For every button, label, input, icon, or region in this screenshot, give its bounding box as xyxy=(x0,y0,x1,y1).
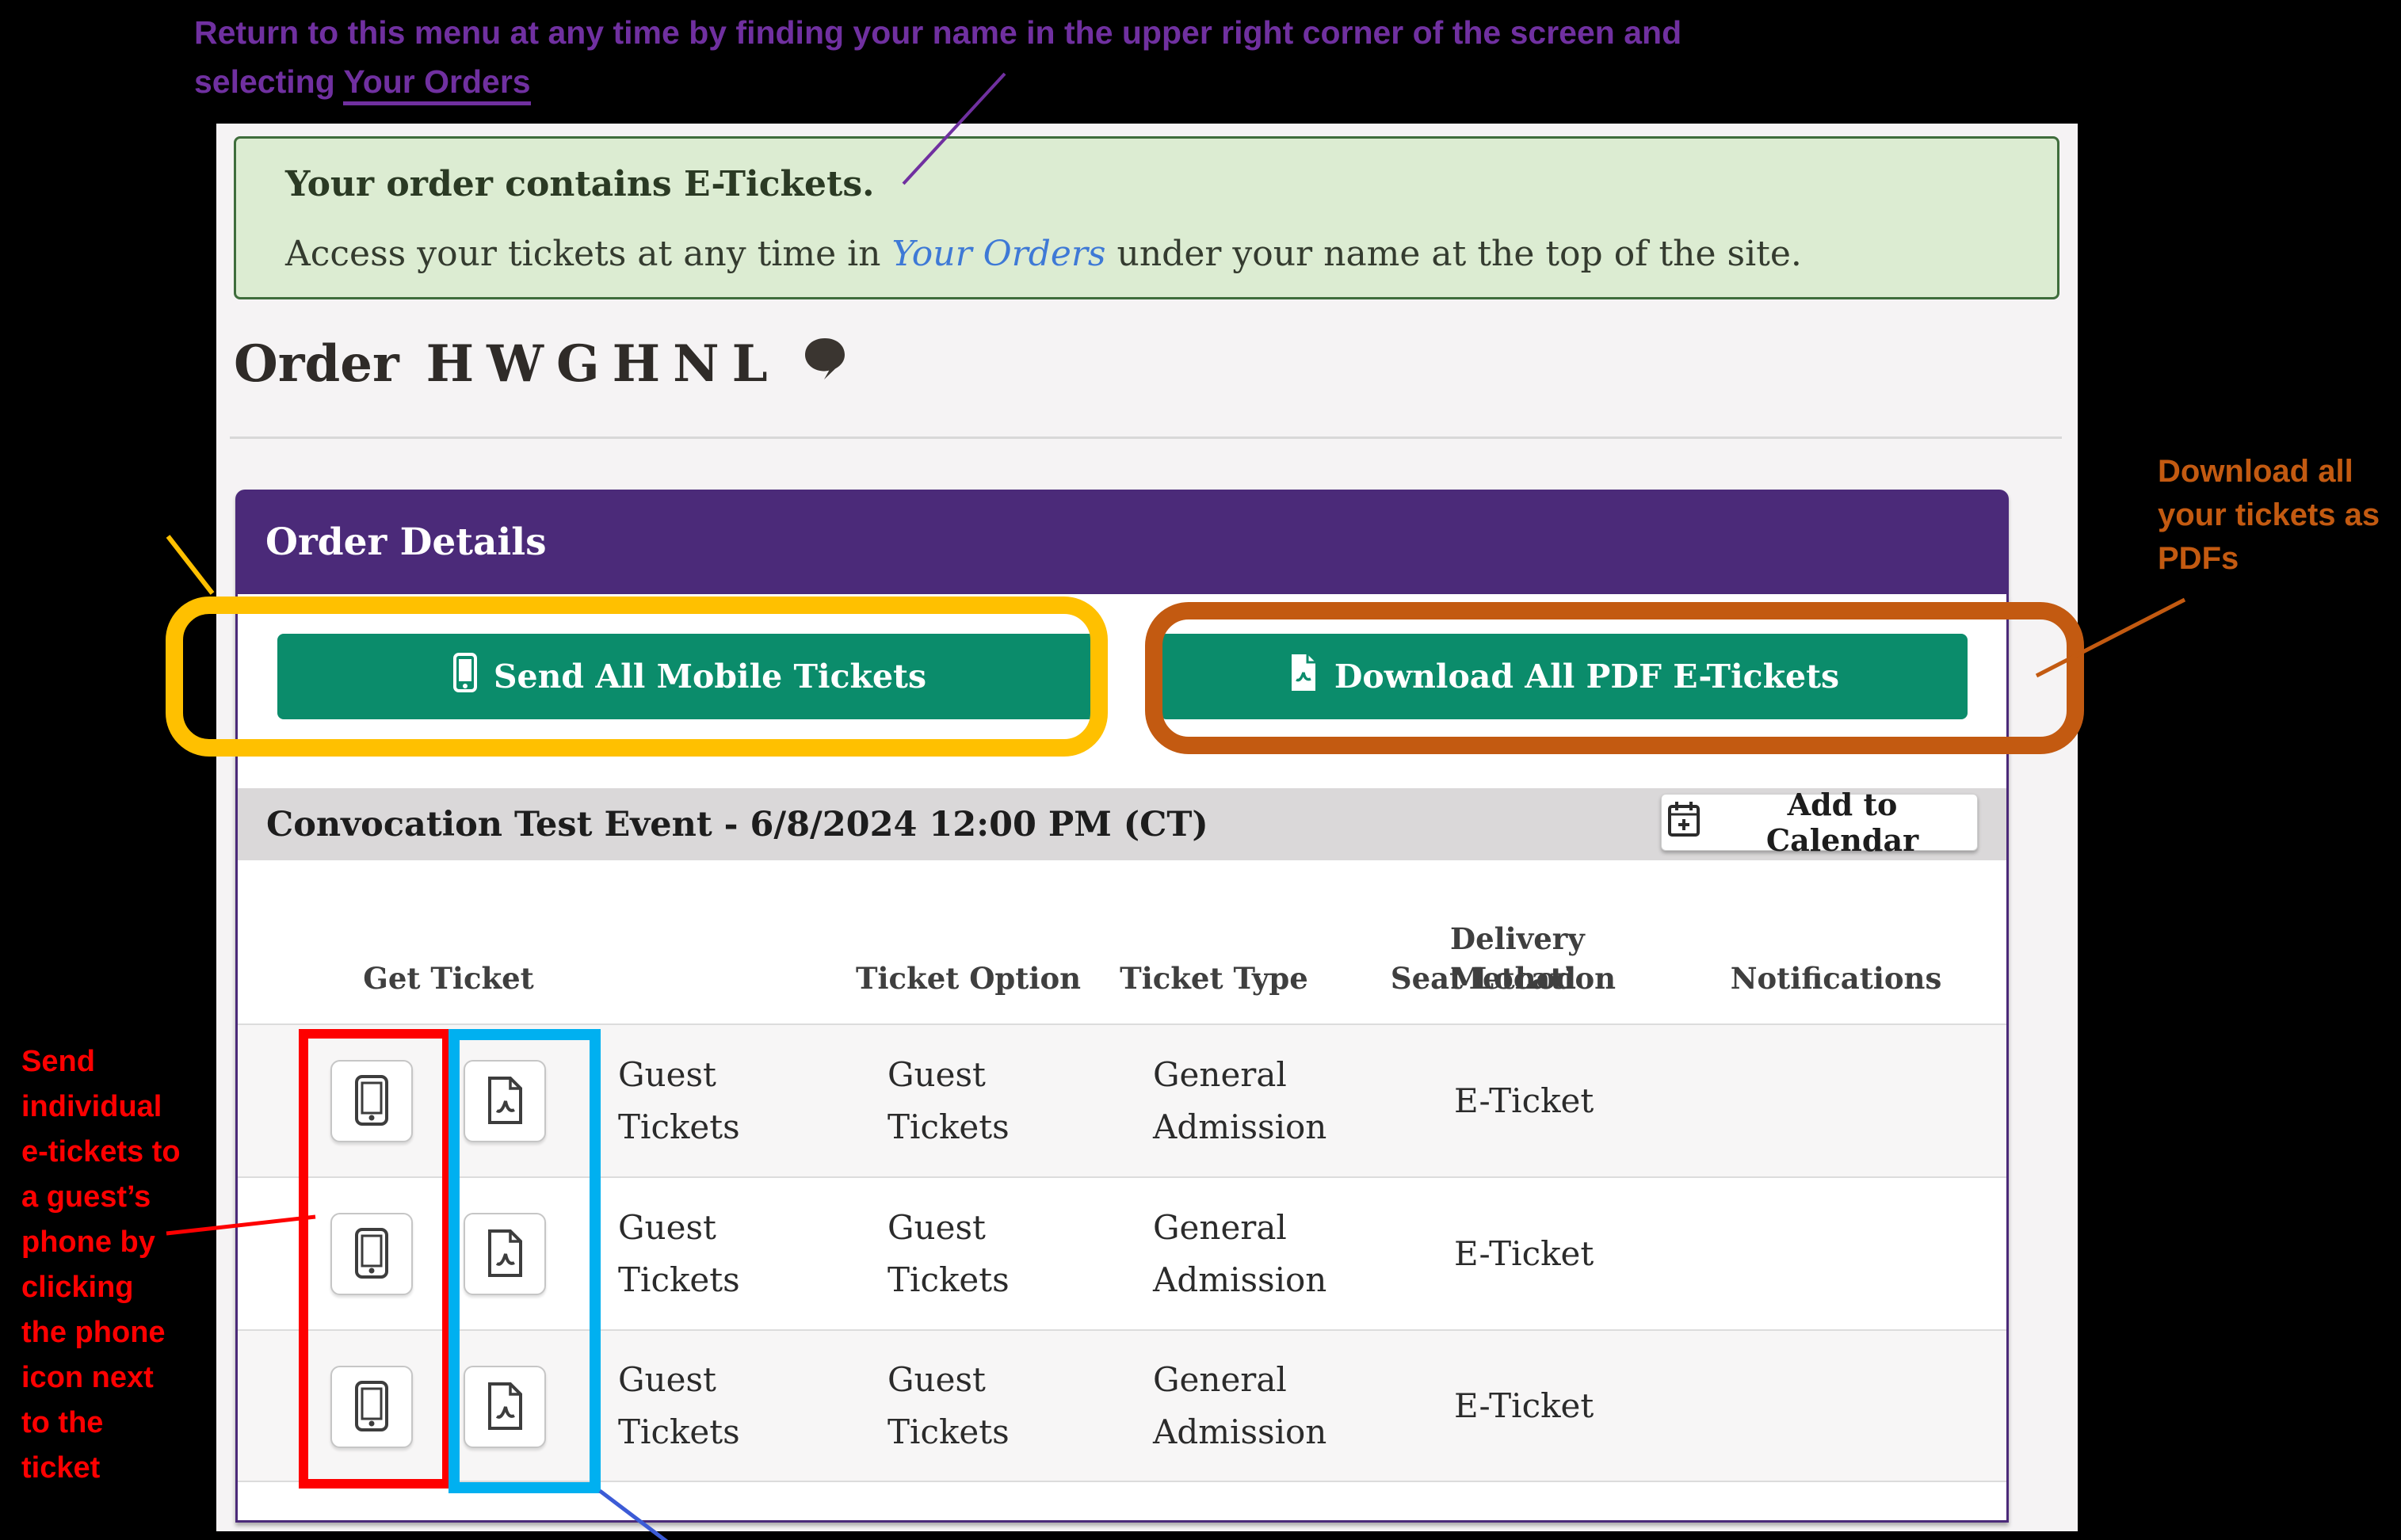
order-details-card: Order Details Send All Mobile Tickets xyxy=(235,490,2009,1523)
cell-notifications xyxy=(1723,1178,1961,1329)
left-note-line: icon next xyxy=(21,1361,154,1394)
eticket-alert-banner: Your order contains E-Tickets. Access yo… xyxy=(234,136,2059,299)
order-details-title: Order Details xyxy=(265,520,547,564)
mobile-phone-icon xyxy=(354,1380,389,1435)
cell-ticket-option: Guest Tickets xyxy=(618,1359,740,1451)
top-annotation-line1: Return to this menu at any time by findi… xyxy=(194,14,1682,51)
send-all-label: Send All Mobile Tickets xyxy=(493,658,927,696)
order-heading: Order HWGHNL xyxy=(234,328,849,399)
right-note-line: PDFs xyxy=(2158,541,2239,576)
download-all-label: Download All PDF E-Tickets xyxy=(1334,658,1840,696)
event-title: Convocation Test Event - 6/8/2024 12:00 … xyxy=(266,804,1208,844)
ticket-row: Guest Tickets Guest Tickets General Admi… xyxy=(238,1329,2006,1482)
speech-bubble-icon[interactable] xyxy=(801,334,849,394)
yellow-highlight-box xyxy=(166,597,1108,757)
cell-seat-location: General Admission xyxy=(1153,1359,1327,1451)
add-to-calendar-button[interactable]: Add to Calendar xyxy=(1661,787,1978,858)
section-divider xyxy=(230,436,2062,439)
column-header-notifications: Notifications xyxy=(1730,961,1942,996)
cell-seat-location: General Admission xyxy=(1153,1054,1327,1146)
right-annotation-note: Download all your tickets as PDFs xyxy=(2158,450,2395,581)
right-note-line: your tickets as xyxy=(2158,497,2380,532)
left-annotation-note: Send individual e-tickets to a guest’s p… xyxy=(21,1039,212,1491)
left-note-line: e-tickets to xyxy=(21,1135,181,1168)
cell-ticket-type: Guest Tickets xyxy=(887,1054,1010,1146)
pdf-file-icon xyxy=(485,1076,525,1127)
alert-body: Access your tickets at any time in Your … xyxy=(285,234,1802,274)
download-pdf-ticket-button[interactable] xyxy=(464,1213,546,1295)
alert-body-prefix: Access your tickets at any time in xyxy=(285,234,892,274)
column-header-get-ticket: Get Ticket xyxy=(363,961,534,996)
send-mobile-ticket-button[interactable] xyxy=(330,1060,413,1142)
order-code: HWGHNL xyxy=(426,334,781,394)
blue-highlight-box xyxy=(449,1029,601,1493)
pdf-file-icon xyxy=(485,1229,525,1280)
ticket-row: Guest Tickets Guest Tickets General Admi… xyxy=(238,1176,2006,1329)
cell-ticket-type: Guest Tickets xyxy=(887,1359,1010,1451)
alert-title: Your order contains E-Tickets. xyxy=(285,164,875,204)
top-annotation-note: Return to this menu at any time by findi… xyxy=(194,8,2096,106)
order-details-header: Order Details xyxy=(235,490,2009,594)
pdf-file-icon xyxy=(1288,653,1319,700)
download-pdf-ticket-button[interactable] xyxy=(464,1366,546,1448)
mobile-phone-icon xyxy=(354,1227,389,1282)
your-orders-link[interactable]: Your Orders xyxy=(891,234,1106,274)
cell-delivery-method: E-Ticket xyxy=(1454,1233,1594,1273)
left-note-line: individual xyxy=(21,1090,162,1123)
cell-delivery-method: E-Ticket xyxy=(1454,1081,1594,1120)
left-note-line: the phone xyxy=(21,1316,166,1349)
left-note-line: ticket xyxy=(21,1451,101,1485)
left-note-line: to the xyxy=(21,1406,104,1439)
left-note-line: a guest’s xyxy=(21,1180,151,1214)
add-to-calendar-label: Add to Calendar xyxy=(1765,787,1919,858)
order-page: Your order contains E-Tickets. Access yo… xyxy=(216,124,2078,1531)
pdf-file-icon xyxy=(485,1382,525,1433)
cell-ticket-option: Guest Tickets xyxy=(618,1054,740,1146)
mobile-phone-icon xyxy=(354,1074,389,1129)
order-heading-prefix: Order xyxy=(234,334,399,394)
top-annotation-line2: selecting Your Orders xyxy=(194,57,2096,106)
left-note-line: phone by xyxy=(21,1226,155,1259)
mobile-phone-icon xyxy=(452,652,478,701)
column-header-ticket-option: Ticket Option xyxy=(855,961,1082,996)
right-note-line: Download all xyxy=(2158,454,2353,489)
send-mobile-ticket-button[interactable] xyxy=(330,1366,413,1448)
orange-highlight-box xyxy=(1145,602,2084,754)
send-all-mobile-tickets-button[interactable]: Send All Mobile Tickets xyxy=(277,634,1101,719)
column-header-seat-location: Seat Location xyxy=(1390,961,1617,996)
column-header-delivery-method: Delivery Method xyxy=(1450,921,1585,996)
alert-body-suffix: under your name at the top of the site. xyxy=(1105,234,1802,274)
top-annotation-line2-prefix: selecting xyxy=(194,63,344,100)
send-mobile-ticket-button[interactable] xyxy=(330,1213,413,1295)
ticket-row: Guest Tickets Guest Tickets General Admi… xyxy=(238,1023,2006,1176)
cell-ticket-type: Guest Tickets xyxy=(887,1207,1010,1299)
download-all-pdf-etickets-button[interactable]: Download All PDF E-Tickets xyxy=(1160,634,1968,719)
column-header-ticket-type: Ticket Type xyxy=(1120,961,1308,996)
cell-notifications xyxy=(1723,1025,1961,1176)
calendar-plus-icon xyxy=(1666,800,1701,845)
tickets-table-header: Get Ticket Ticket Option Ticket Type Sea… xyxy=(238,860,2006,1023)
cell-ticket-option: Guest Tickets xyxy=(618,1207,740,1299)
yellow-connector-line xyxy=(166,535,215,595)
cell-seat-location: General Admission xyxy=(1153,1207,1327,1299)
cell-delivery-method: E-Ticket xyxy=(1454,1386,1594,1425)
left-note-line: Send xyxy=(21,1045,95,1078)
red-highlight-box xyxy=(299,1029,452,1489)
download-pdf-ticket-button[interactable] xyxy=(464,1060,546,1142)
top-annotation-your-orders-link: Your Orders xyxy=(343,63,531,105)
left-note-line: clicking xyxy=(21,1271,134,1304)
cell-notifications xyxy=(1723,1331,1961,1481)
